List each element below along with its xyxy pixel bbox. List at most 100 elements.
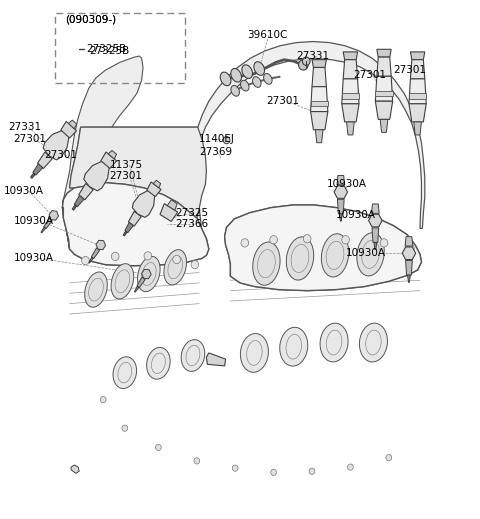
Circle shape: [232, 465, 238, 471]
Polygon shape: [225, 205, 421, 291]
Text: 27301: 27301: [109, 171, 143, 182]
Polygon shape: [70, 127, 206, 218]
Circle shape: [407, 244, 414, 252]
Polygon shape: [380, 119, 388, 132]
Polygon shape: [125, 222, 133, 233]
Polygon shape: [44, 218, 52, 228]
Ellipse shape: [164, 250, 187, 285]
Text: 10930A: 10930A: [13, 253, 53, 264]
Polygon shape: [342, 93, 359, 99]
Polygon shape: [206, 353, 226, 366]
Polygon shape: [43, 131, 69, 160]
Ellipse shape: [280, 327, 308, 366]
Circle shape: [241, 239, 249, 247]
Circle shape: [342, 236, 349, 244]
Polygon shape: [137, 277, 145, 288]
Text: 27301: 27301: [44, 149, 77, 160]
Circle shape: [82, 256, 89, 265]
Text: 27325B: 27325B: [86, 44, 127, 54]
Text: (090309-): (090309-): [65, 15, 116, 25]
Polygon shape: [160, 203, 178, 222]
Polygon shape: [372, 204, 379, 213]
Ellipse shape: [264, 74, 272, 84]
Polygon shape: [337, 199, 344, 214]
Polygon shape: [153, 180, 161, 188]
Text: 27331: 27331: [297, 51, 330, 61]
Polygon shape: [71, 465, 79, 473]
Polygon shape: [312, 67, 326, 87]
Ellipse shape: [113, 357, 137, 389]
Ellipse shape: [240, 334, 268, 372]
Polygon shape: [62, 56, 143, 249]
Circle shape: [271, 469, 276, 475]
Ellipse shape: [240, 80, 249, 91]
Ellipse shape: [146, 347, 170, 379]
Ellipse shape: [357, 233, 384, 276]
Ellipse shape: [84, 272, 108, 307]
Polygon shape: [311, 112, 328, 130]
Circle shape: [111, 252, 119, 261]
Ellipse shape: [181, 339, 205, 372]
Polygon shape: [132, 190, 155, 217]
Circle shape: [191, 261, 199, 269]
Polygon shape: [225, 205, 421, 291]
Ellipse shape: [286, 237, 314, 280]
Circle shape: [100, 397, 106, 403]
Polygon shape: [79, 184, 93, 200]
Polygon shape: [409, 79, 426, 104]
Polygon shape: [123, 231, 127, 236]
Polygon shape: [410, 52, 425, 60]
Ellipse shape: [231, 69, 241, 82]
Ellipse shape: [231, 86, 240, 96]
Text: 27325B: 27325B: [89, 46, 129, 56]
Circle shape: [299, 60, 308, 70]
Text: 27301: 27301: [266, 96, 300, 106]
Polygon shape: [142, 269, 151, 279]
Text: 27325: 27325: [175, 208, 208, 218]
Circle shape: [270, 236, 277, 244]
Text: 10930A: 10930A: [336, 210, 376, 221]
Text: 10930A: 10930A: [326, 179, 366, 189]
Polygon shape: [69, 120, 77, 129]
Polygon shape: [89, 257, 93, 263]
Polygon shape: [167, 200, 177, 210]
Ellipse shape: [220, 72, 231, 86]
Ellipse shape: [320, 323, 348, 362]
Polygon shape: [312, 60, 326, 67]
Polygon shape: [406, 261, 412, 275]
Polygon shape: [377, 49, 391, 57]
Polygon shape: [347, 122, 354, 135]
Polygon shape: [62, 183, 209, 266]
Polygon shape: [129, 211, 141, 226]
Circle shape: [380, 239, 388, 247]
Text: 10930A: 10930A: [13, 215, 53, 226]
Polygon shape: [37, 152, 52, 169]
Polygon shape: [342, 104, 359, 122]
Polygon shape: [337, 175, 345, 185]
Circle shape: [303, 235, 311, 243]
Polygon shape: [405, 237, 413, 246]
Circle shape: [122, 425, 128, 431]
Ellipse shape: [242, 65, 252, 78]
Polygon shape: [410, 60, 425, 79]
Polygon shape: [342, 79, 359, 104]
Circle shape: [156, 444, 161, 450]
Polygon shape: [108, 151, 117, 159]
Circle shape: [386, 455, 392, 461]
Text: 1140EJ: 1140EJ: [199, 134, 235, 144]
Ellipse shape: [252, 242, 280, 285]
Polygon shape: [339, 214, 342, 221]
Ellipse shape: [321, 234, 349, 277]
Polygon shape: [74, 196, 84, 207]
Polygon shape: [409, 93, 426, 99]
Polygon shape: [377, 57, 391, 76]
Polygon shape: [334, 186, 348, 198]
Circle shape: [173, 255, 180, 264]
Text: 27301: 27301: [394, 65, 427, 75]
Circle shape: [309, 468, 315, 474]
Text: 27369: 27369: [199, 146, 232, 157]
Ellipse shape: [360, 323, 387, 362]
Polygon shape: [315, 130, 323, 143]
Polygon shape: [343, 60, 358, 79]
Polygon shape: [375, 91, 393, 96]
